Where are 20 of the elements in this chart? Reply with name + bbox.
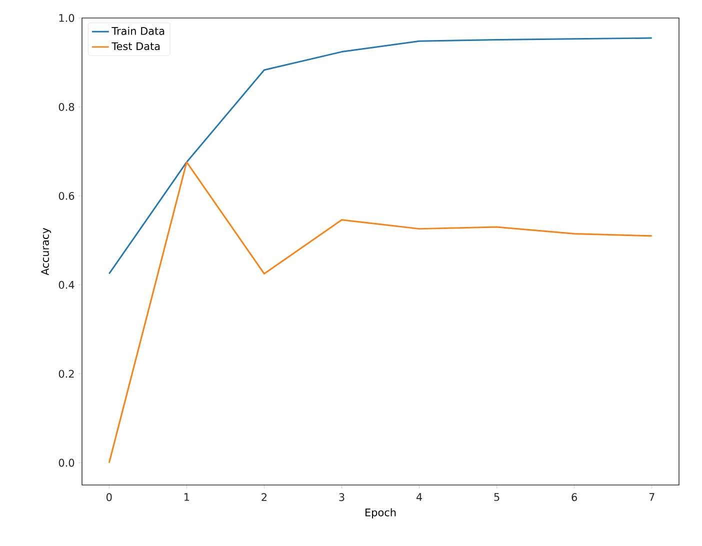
legend-label: Train Data [112, 26, 164, 35]
line-series [108, 161, 653, 464]
y-tick-label: 1.0 [59, 14, 74, 22]
x-tick-label: 1 [184, 493, 190, 501]
y-tick-label: 0.4 [58, 280, 74, 289]
x-tick-label: 7 [649, 493, 654, 501]
x-tick-label: 0 [106, 493, 112, 502]
y-tick-label: 0.8 [58, 102, 74, 111]
legend-label: Test Data [112, 42, 160, 50]
y-axis-title: Accuracy [41, 228, 52, 276]
y-tick-label: 0.2 [58, 370, 74, 378]
x-axis-title: Epoch [366, 508, 396, 518]
y-tick-label: 0.6 [58, 192, 74, 200]
y-tick-label: 0.0 [58, 458, 74, 467]
x-tick-label: 5 [494, 493, 500, 501]
x-tick-label: 6 [572, 493, 577, 502]
x-tick-label: 2 [262, 493, 266, 501]
x-tick-label: 4 [416, 493, 422, 501]
x-tick-label: 3 [339, 493, 344, 502]
line-series [108, 37, 653, 274]
